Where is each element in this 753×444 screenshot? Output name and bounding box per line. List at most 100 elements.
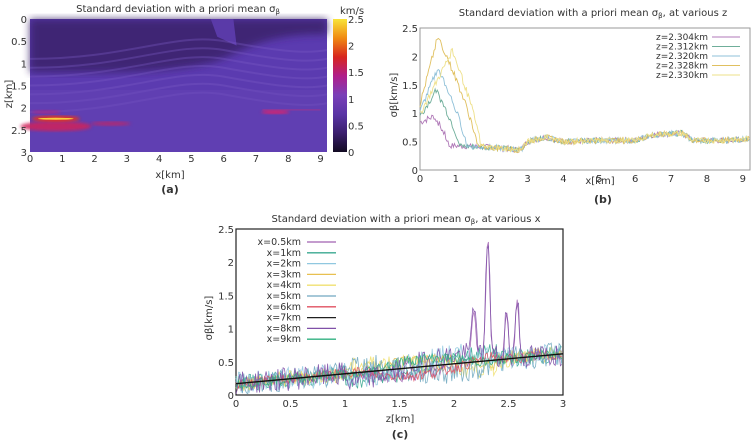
series-line: [419, 37, 750, 154]
y-tick-label: 1: [21, 59, 27, 70]
y-tick-label: 2: [228, 258, 234, 269]
legend-label: z=2.304km: [656, 33, 708, 43]
panel-b-ylabel: σβ[km/s]: [389, 73, 400, 118]
panel-c-label: (c): [392, 428, 409, 441]
y-tick-label: 0: [412, 166, 418, 177]
colorbar-gradient: [333, 19, 347, 152]
panel-a-xlabel: x[km]: [155, 170, 184, 181]
anomaly-3: [261, 110, 290, 115]
strata-layer: [29, 82, 328, 105]
x-tick-label: 1: [342, 399, 348, 410]
colorbar-tick-label: 2: [348, 42, 354, 53]
x-tick-label: 3: [560, 399, 566, 410]
y-tick-label: 2.5: [11, 126, 27, 137]
x-tick-label: 4: [156, 154, 162, 165]
panel-a-label: (a): [161, 183, 178, 196]
legend-label: x=3km: [267, 269, 301, 280]
y-tick-label: 1.5: [402, 81, 418, 92]
colorbar: km/s 0 0.5 1 1.5 2 2.5: [333, 6, 364, 159]
y-tick-label: 1.5: [218, 291, 234, 302]
x-tick-label: 0.5: [283, 399, 299, 410]
panel-c: Standard deviation with a priori mean σβ…: [204, 214, 566, 441]
panel-a-title: Standard deviation with a priori mean σβ: [76, 4, 280, 16]
y-tick-label: 2.5: [218, 225, 234, 236]
y-tick-label: 0: [228, 391, 234, 402]
deep-zone: [30, 89, 327, 152]
panel-b-label: (b): [594, 193, 612, 206]
y-tick-label: 2: [21, 104, 27, 115]
legend-label: x=6km: [267, 302, 301, 313]
series-line: [419, 47, 750, 153]
legend-label: z=2.320km: [656, 52, 708, 62]
x-tick-label: 4: [560, 174, 566, 185]
y-tick-label: 1.5: [11, 82, 27, 93]
x-tick-label: 1: [453, 174, 459, 185]
panel-c-ylabel: σβ[km/s]: [204, 296, 215, 341]
legend-label: z=2.328km: [656, 62, 708, 72]
legend-label: x=2km: [267, 259, 301, 270]
strata-layer: [29, 38, 328, 60]
panel-b-title: Standard deviation with a priori mean σβ…: [459, 8, 727, 20]
anomaly-2b: [90, 121, 131, 126]
series-line: [419, 69, 750, 153]
legend-label: z=2.330km: [656, 71, 708, 81]
colorbar-unit: km/s: [340, 6, 364, 17]
colorbar-tick-label: 0: [348, 148, 354, 159]
x-tick-label: 8: [285, 154, 291, 165]
panel-c-xlabel: z[km]: [386, 414, 415, 425]
strata-layer: [29, 56, 328, 78]
series-line: [235, 349, 562, 390]
x-tick-label: 8: [704, 174, 710, 185]
y-tick-label: 0.5: [11, 37, 27, 48]
x-tick-label: 1.5: [392, 399, 408, 410]
y-tick-label: 0.5: [402, 138, 418, 149]
x-tick-label: 1: [59, 154, 65, 165]
panel-b-xlabel: x[km]: [585, 176, 614, 187]
x-tick-label: 2: [451, 399, 457, 410]
strata-layer: [29, 47, 328, 69]
x-tick-label: 6: [632, 174, 638, 185]
x-tick-label: 0: [233, 399, 239, 410]
panel-a: Standard deviation with a priori mean σβ…: [4, 4, 364, 196]
x-tick-label: 5: [188, 154, 194, 165]
colorbar-tick-label: 0.5: [348, 121, 364, 132]
colorbar-tick-label: 1.5: [348, 68, 364, 79]
panel-a-ylabel: z[km]: [4, 80, 15, 109]
structure-wedge: [210, 19, 237, 46]
legend-label: x=5km: [267, 291, 301, 302]
plot-frame: [419, 27, 751, 171]
strata-layer: [29, 73, 328, 96]
x-tick-label: 2: [91, 154, 97, 165]
strata-layer: [29, 64, 328, 87]
x-tick-label: 7: [253, 154, 259, 165]
x-tick-label: 7: [668, 174, 674, 185]
anomaly-2: [20, 121, 92, 132]
x-tick-label: 0: [417, 174, 423, 185]
y-tick-label: 0: [21, 15, 27, 26]
trend-line-x7: [235, 353, 564, 385]
x-tick-label: 3: [124, 154, 130, 165]
y-tick-label: 1: [228, 325, 234, 336]
legend-label: x=7km: [267, 313, 301, 324]
colorbar-tick-label: 2.5: [348, 15, 364, 26]
anomaly-1: [31, 110, 62, 115]
legend-label: x=4km: [267, 280, 301, 291]
colorbar-tick-label: 1: [348, 95, 354, 106]
panel-c-title: Standard deviation with a priori mean σβ…: [271, 214, 540, 226]
legend-label: x=1km: [267, 248, 301, 259]
panel-b: Standard deviation with a priori mean σβ…: [389, 8, 751, 206]
x-tick-label: 6: [221, 154, 227, 165]
x-tick-label: 9: [317, 154, 323, 165]
x-tick-label: 3: [524, 174, 530, 185]
y-tick-label: 0.5: [218, 358, 234, 369]
legend-label: x=0.5km: [258, 237, 301, 248]
x-tick-label: 2.5: [501, 399, 517, 410]
y-tick-label: 3: [21, 148, 27, 159]
legend-label: z=2.312km: [656, 43, 708, 53]
heatmap: [20, 19, 328, 152]
x-tick-label: 9: [740, 174, 746, 185]
x-tick-label: 0: [27, 154, 33, 165]
high-anomaly: [38, 117, 74, 120]
strata-layer: [29, 91, 328, 114]
